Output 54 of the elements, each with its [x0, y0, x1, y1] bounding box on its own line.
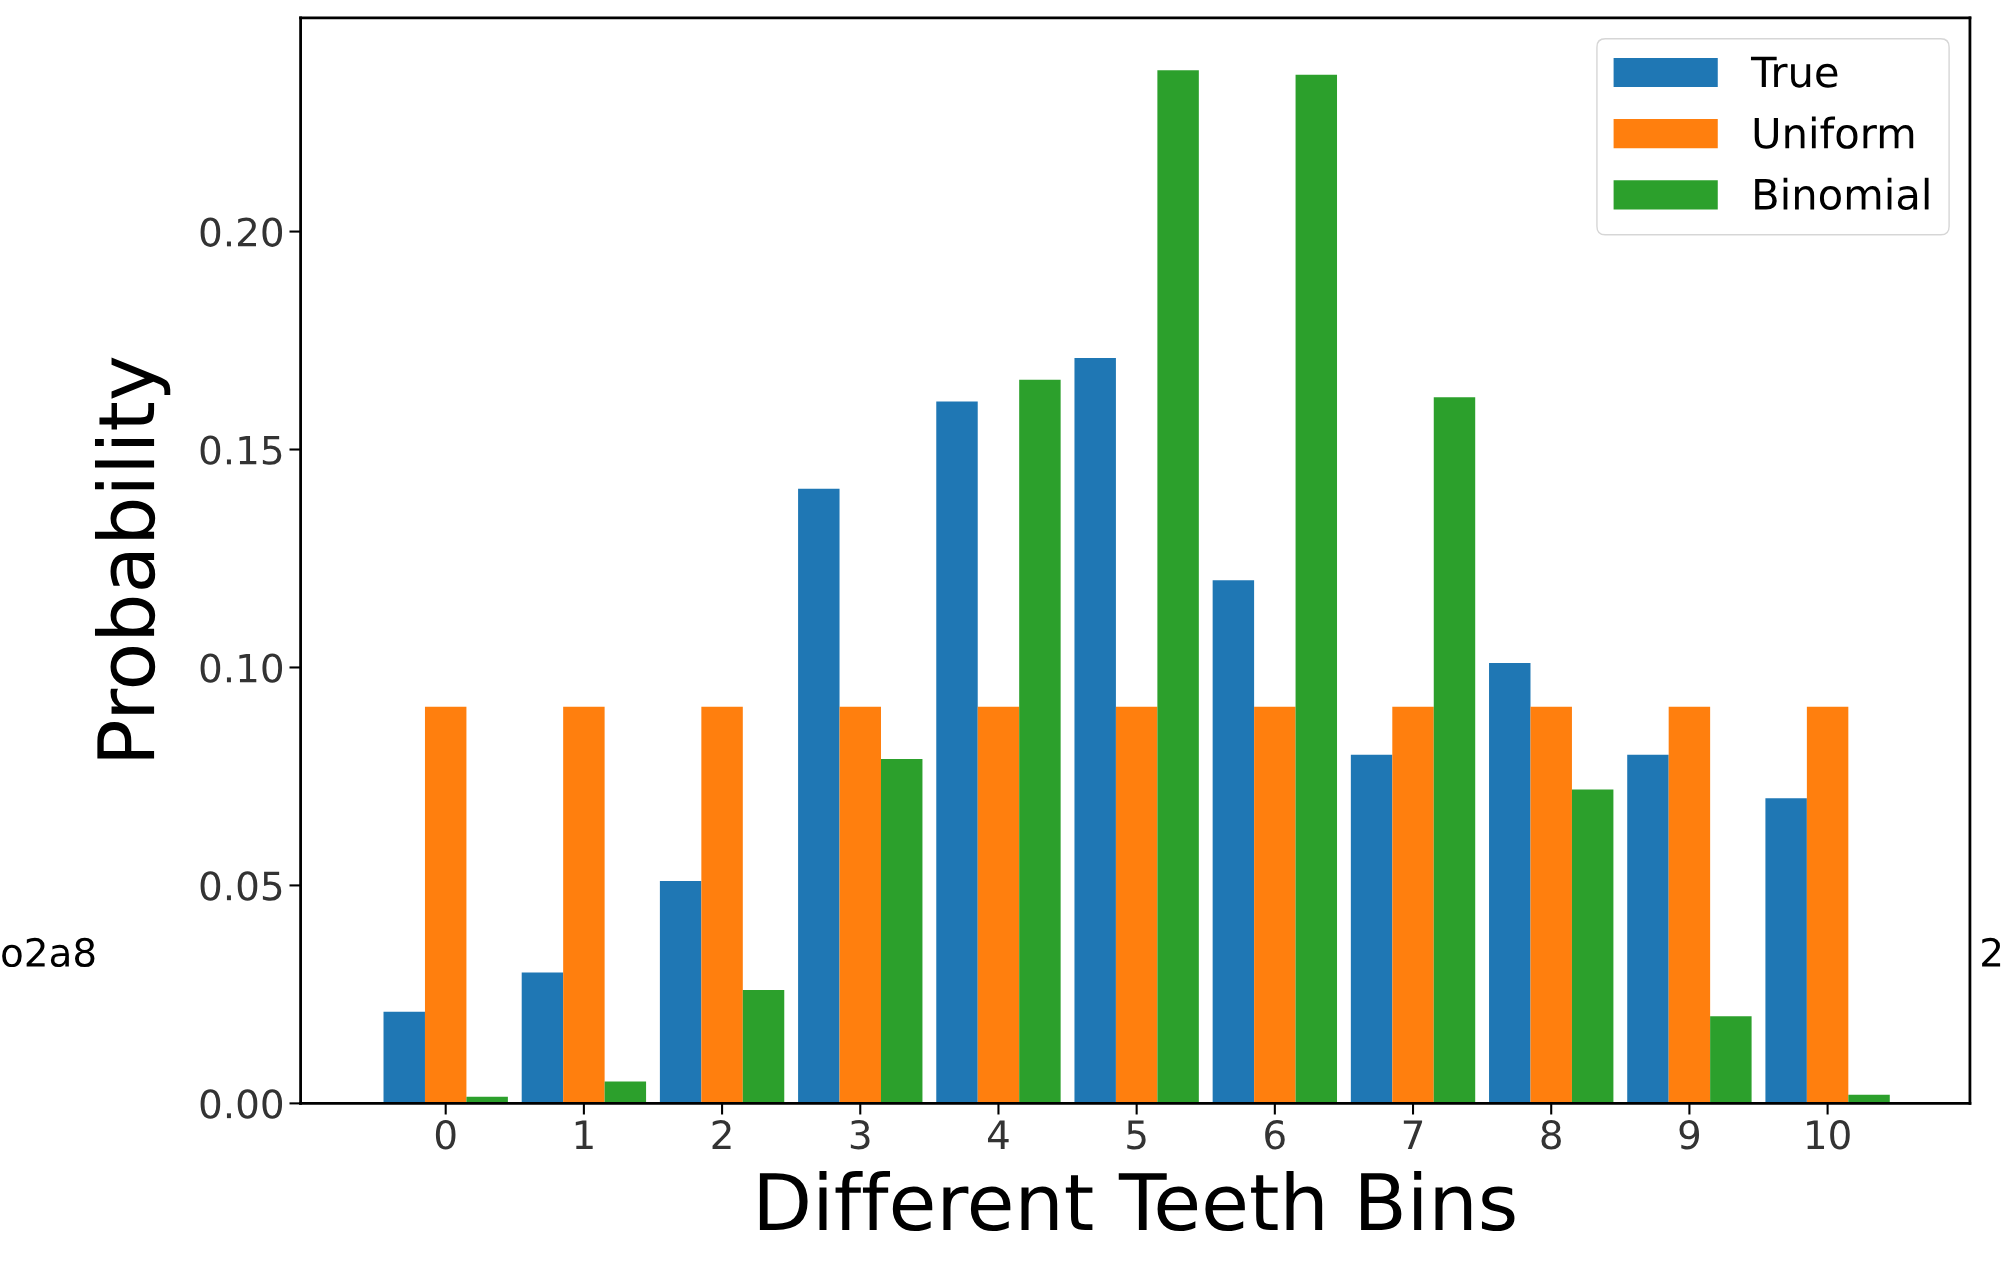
bar	[563, 706, 605, 1104]
y-tick-label: 0.15	[200, 435, 282, 465]
bar	[659, 881, 702, 1104]
text: o2a8	[2, 937, 95, 968]
y-tick-label: 0.05	[200, 871, 282, 901]
bar	[977, 706, 1020, 1104]
bar	[424, 706, 467, 1104]
bar	[1254, 706, 1296, 1104]
x-tick-label: 8	[1541, 1120, 1561, 1150]
bar	[742, 990, 785, 1104]
x-tick-label: 0	[435, 1120, 456, 1150]
bar	[1433, 397, 1476, 1104]
bar	[604, 1081, 647, 1104]
bar	[1157, 70, 1199, 1104]
bar	[881, 759, 923, 1104]
bar	[1019, 379, 1061, 1104]
bar	[1668, 706, 1711, 1104]
x-tick-label: 6	[1265, 1120, 1285, 1150]
bar	[1530, 706, 1572, 1104]
bar	[1627, 754, 1669, 1104]
bar	[383, 1011, 425, 1104]
x-tick-label: 10	[1807, 1120, 1850, 1150]
x-tick-label: 5	[1127, 1120, 1146, 1150]
bar	[1710, 1016, 1752, 1104]
x-tick-label: 1	[575, 1120, 593, 1149]
bar	[1350, 754, 1393, 1104]
bar	[701, 706, 743, 1104]
x-tick-label: 4	[987, 1120, 1009, 1149]
bar	[521, 972, 564, 1104]
y-axis-title: Probability	[94, 357, 171, 759]
bar	[1074, 357, 1116, 1104]
bar	[798, 488, 840, 1104]
bar	[1489, 663, 1531, 1104]
bar	[1765, 798, 1807, 1104]
x-tick-label: 2	[712, 1120, 731, 1149]
legend-label: True	[1750, 56, 1838, 88]
bar	[1295, 74, 1338, 1104]
bar	[1571, 789, 1614, 1104]
bar	[1806, 706, 1849, 1104]
bar	[936, 401, 978, 1104]
y-tick-label: 0.00	[200, 1089, 283, 1119]
x-tick-label: 3	[850, 1120, 870, 1150]
bar	[1115, 706, 1158, 1104]
legend-label: Binomial	[1755, 177, 1929, 211]
y-tick-label: 0.20	[200, 217, 283, 247]
x-axis-title: Different Teeth Bins	[759, 1170, 1515, 1232]
bar	[839, 706, 881, 1104]
bar	[1212, 580, 1255, 1104]
x-tick-label: 9	[1679, 1120, 1700, 1150]
x-tick-label: 7	[1403, 1120, 1423, 1149]
y-tick-label: 0.10	[200, 653, 283, 683]
bar	[1392, 706, 1434, 1104]
text: 2	[1982, 937, 2001, 967]
legend-label: Uniform	[1754, 116, 1914, 149]
